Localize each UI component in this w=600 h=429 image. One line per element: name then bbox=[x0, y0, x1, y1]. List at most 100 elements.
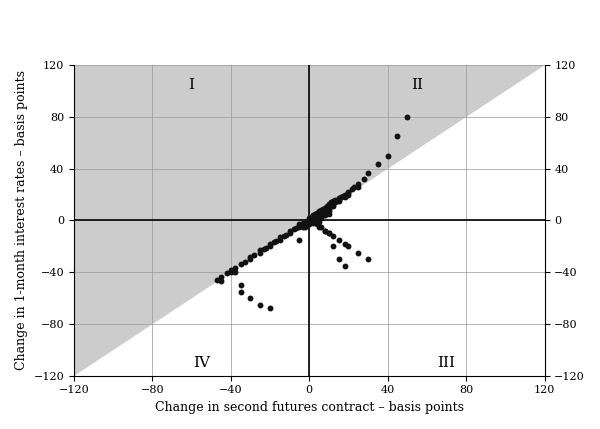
Point bbox=[314, 209, 324, 216]
Text: I: I bbox=[188, 78, 194, 91]
Point bbox=[324, 203, 334, 210]
Point bbox=[324, 230, 334, 237]
Point bbox=[304, 221, 314, 228]
Point bbox=[322, 203, 332, 210]
Point bbox=[316, 224, 326, 230]
Point bbox=[324, 205, 334, 212]
Point bbox=[230, 269, 239, 276]
Point bbox=[340, 240, 349, 247]
Point bbox=[350, 183, 359, 190]
Point bbox=[330, 196, 340, 203]
Point bbox=[299, 220, 308, 227]
Point bbox=[240, 258, 250, 265]
Point bbox=[236, 261, 245, 268]
Point bbox=[250, 252, 259, 259]
Point bbox=[313, 209, 322, 216]
Point bbox=[295, 221, 304, 228]
Point bbox=[301, 224, 310, 230]
Point bbox=[320, 227, 330, 234]
Point bbox=[291, 225, 301, 232]
Point bbox=[353, 181, 363, 187]
Point bbox=[216, 278, 226, 285]
Point bbox=[344, 190, 353, 197]
Point bbox=[363, 169, 373, 176]
Point bbox=[313, 214, 322, 221]
Y-axis label: Change in 1-month interest rates – basis points: Change in 1-month interest rates – basis… bbox=[15, 70, 28, 370]
Point bbox=[392, 133, 402, 140]
Point bbox=[328, 200, 338, 207]
Point bbox=[318, 211, 328, 218]
Point bbox=[334, 198, 343, 205]
Point bbox=[316, 212, 326, 219]
Point bbox=[344, 191, 353, 198]
Point bbox=[334, 236, 343, 243]
Point bbox=[320, 212, 330, 219]
Point bbox=[334, 196, 343, 203]
Point bbox=[308, 213, 318, 220]
Point bbox=[320, 209, 330, 216]
Point bbox=[334, 256, 343, 263]
Point bbox=[328, 233, 338, 239]
Point bbox=[359, 175, 369, 182]
Point bbox=[308, 220, 318, 227]
Point bbox=[304, 220, 314, 227]
Point bbox=[262, 244, 271, 251]
Point bbox=[216, 274, 226, 281]
Point bbox=[320, 205, 330, 212]
Point bbox=[338, 193, 347, 199]
Point bbox=[307, 213, 316, 220]
Point bbox=[324, 208, 334, 215]
Point bbox=[313, 217, 322, 224]
Text: IV: IV bbox=[193, 356, 210, 370]
Point bbox=[313, 221, 322, 228]
Point bbox=[226, 269, 236, 276]
Point bbox=[275, 234, 284, 241]
Point bbox=[308, 217, 318, 224]
Point bbox=[301, 218, 310, 225]
Point bbox=[326, 202, 335, 208]
Point bbox=[332, 198, 341, 205]
Point bbox=[307, 216, 316, 223]
Point bbox=[314, 218, 324, 225]
Point bbox=[324, 230, 334, 237]
Point bbox=[314, 213, 324, 220]
Point bbox=[322, 208, 332, 215]
Point bbox=[328, 198, 338, 205]
Point bbox=[285, 230, 295, 237]
Point bbox=[271, 238, 281, 245]
Point bbox=[322, 205, 332, 212]
Point bbox=[330, 199, 340, 206]
Point bbox=[304, 214, 314, 221]
Point bbox=[336, 194, 346, 201]
Point bbox=[310, 213, 320, 220]
Point bbox=[324, 200, 334, 207]
Point bbox=[314, 208, 324, 215]
Point bbox=[236, 288, 245, 295]
Point bbox=[320, 227, 330, 234]
Point bbox=[320, 204, 330, 211]
Point bbox=[318, 205, 328, 212]
Point bbox=[353, 249, 363, 256]
Point bbox=[308, 212, 318, 219]
Point bbox=[328, 200, 338, 207]
Point bbox=[353, 183, 363, 190]
Point bbox=[340, 191, 349, 198]
Point bbox=[226, 266, 236, 273]
Point bbox=[340, 194, 349, 201]
Point bbox=[316, 214, 326, 221]
Point bbox=[326, 199, 335, 206]
Point bbox=[316, 209, 326, 216]
Point bbox=[256, 301, 265, 308]
Point bbox=[245, 253, 255, 260]
Point bbox=[383, 152, 392, 159]
Point bbox=[222, 270, 232, 277]
Point bbox=[318, 208, 328, 215]
Point bbox=[230, 265, 239, 272]
Point bbox=[314, 224, 324, 230]
Point bbox=[275, 236, 284, 243]
Point bbox=[289, 226, 298, 233]
Text: III: III bbox=[437, 356, 455, 370]
Point bbox=[236, 282, 245, 289]
Point bbox=[373, 160, 383, 167]
Point bbox=[344, 243, 353, 250]
